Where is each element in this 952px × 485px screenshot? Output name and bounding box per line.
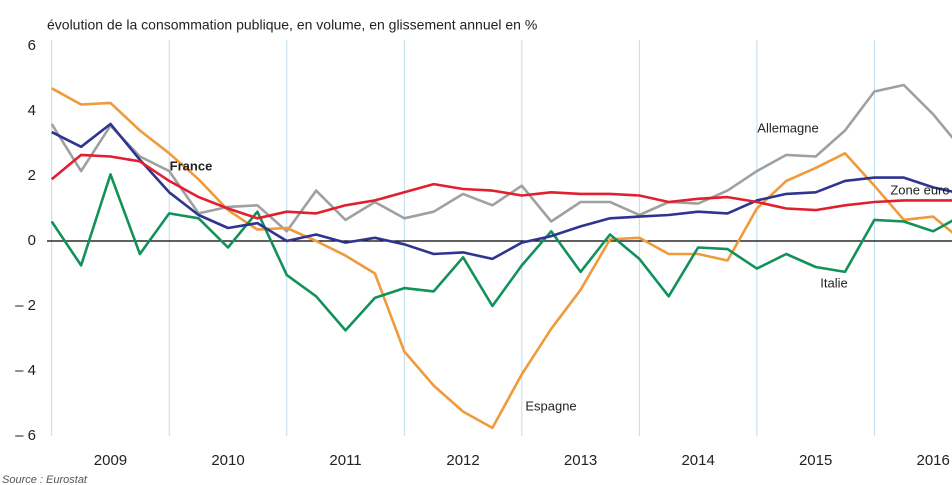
x-tick-label: 2011 (329, 452, 361, 469)
x-tick-label: 2013 (564, 452, 597, 469)
y-tick-label: 0 (28, 232, 36, 249)
x-tick-label: 2015 (799, 452, 832, 469)
series-label: Zone euro (890, 182, 949, 197)
source: Source : Eurostat (2, 474, 88, 485)
y-tick-label: – 2 (15, 297, 36, 314)
x-tick-label: 2012 (446, 452, 479, 469)
series-line (50, 173, 952, 332)
series-label: France (170, 158, 213, 173)
grid (47, 40, 952, 436)
x-tick-label: 2010 (211, 452, 244, 469)
chart-subtitle: évolution de la consommation publique, e… (47, 17, 537, 33)
y-tick-label: 2 (28, 167, 36, 184)
series-label: Italie (820, 275, 847, 290)
series-line (50, 83, 952, 233)
y-tick-label: – 6 (15, 427, 36, 444)
series-line (51, 87, 952, 430)
series-label: Allemagne (757, 120, 818, 135)
y-tick-label: 4 (28, 102, 36, 119)
x-tick-label: 2009 (94, 452, 127, 469)
series-label: Espagne (525, 398, 576, 413)
series-line (50, 153, 952, 220)
x-tick-label: 2014 (681, 452, 714, 469)
y-tick-label: – 4 (15, 362, 36, 379)
series-line (51, 122, 952, 261)
lines (50, 83, 952, 430)
y-tick-label: 6 (28, 37, 36, 54)
x-tick-label: 2016 (917, 452, 950, 469)
